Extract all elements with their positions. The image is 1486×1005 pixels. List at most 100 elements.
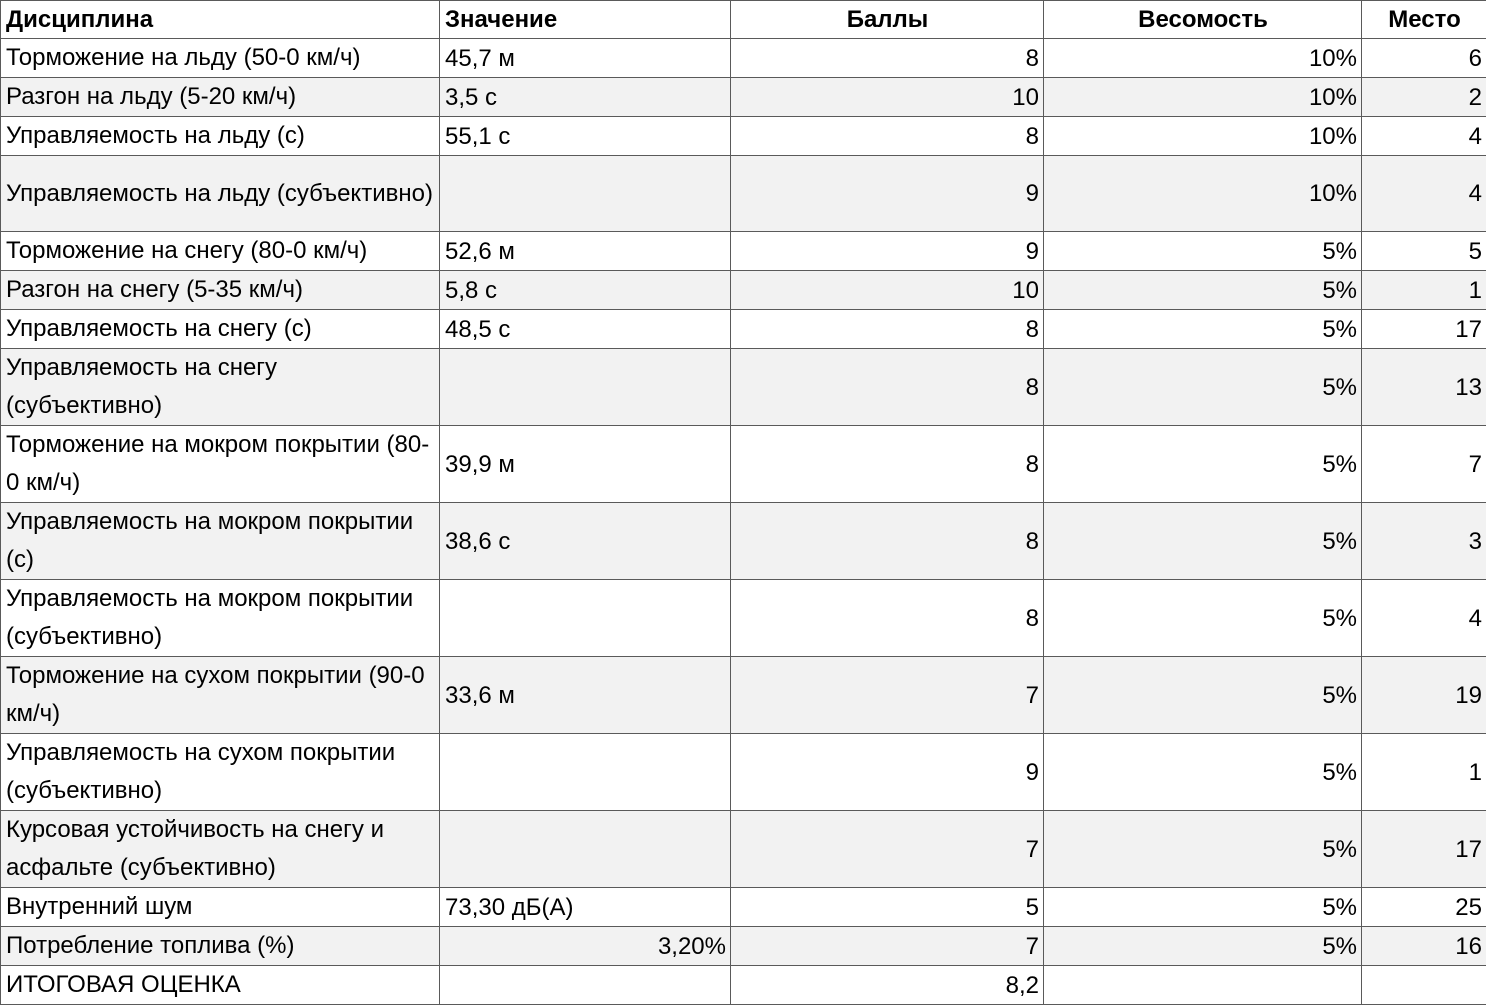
cell-place: 4	[1362, 580, 1486, 657]
cell-value: 3,5 с	[440, 78, 731, 117]
cell-total-label: ИТОГОВАЯ ОЦЕНКА	[1, 966, 440, 1005]
cell-weight	[1044, 966, 1362, 1005]
cell-points: 9	[731, 156, 1044, 232]
table-row: Управляемость на льду (субъективно) 9 10…	[1, 156, 1486, 232]
cell-discipline: Внутренний шум	[1, 888, 440, 927]
cell-place: 16	[1362, 927, 1486, 966]
cell-weight: 5%	[1044, 888, 1362, 927]
table-row: Управляемость на снегу (субъективно) 8 5…	[1, 349, 1486, 426]
cell-value: 52,6 м	[440, 232, 731, 271]
cell-points: 5	[731, 888, 1044, 927]
cell-weight: 10%	[1044, 78, 1362, 117]
cell-points: 10	[731, 271, 1044, 310]
cell-place: 1	[1362, 734, 1486, 811]
cell-discipline: Управляемость на мокром покрытии (с)	[1, 503, 440, 580]
header-points: Баллы	[731, 1, 1044, 39]
cell-value: 55,1 с	[440, 117, 731, 156]
table-row: Потребление топлива (%) 3,20% 7 5% 16	[1, 927, 1486, 966]
header-discipline: Дисциплина	[1, 1, 440, 39]
cell-points: 8	[731, 310, 1044, 349]
table-row: Разгон на льду (5-20 км/ч) 3,5 с 10 10% …	[1, 78, 1486, 117]
cell-weight: 5%	[1044, 426, 1362, 503]
cell-place: 17	[1362, 310, 1486, 349]
header-value: Значение	[440, 1, 731, 39]
cell-discipline: Управляемость на снегу (с)	[1, 310, 440, 349]
table-row: Управляемость на мокром покрытии (субъек…	[1, 580, 1486, 657]
cell-place	[1362, 966, 1486, 1005]
cell-discipline: Управляемость на мокром покрытии (субъек…	[1, 580, 440, 657]
cell-discipline: Управляемость на льду (субъективно)	[1, 156, 440, 232]
cell-value	[440, 156, 731, 232]
cell-points: 8	[731, 503, 1044, 580]
cell-place: 6	[1362, 39, 1486, 78]
cell-place: 13	[1362, 349, 1486, 426]
cell-discipline: Управляемость на сухом покрытии (субъект…	[1, 734, 440, 811]
cell-discipline: Разгон на снегу (5-35 км/ч)	[1, 271, 440, 310]
cell-place: 4	[1362, 156, 1486, 232]
cell-weight: 5%	[1044, 310, 1362, 349]
cell-value	[440, 811, 731, 888]
cell-points: 8	[731, 117, 1044, 156]
cell-discipline: Управляемость на льду (с)	[1, 117, 440, 156]
header-row: Дисциплина Значение Баллы Весомость Мест…	[1, 1, 1486, 39]
cell-discipline: Торможение на сухом покрытии (90-0 км/ч)	[1, 657, 440, 734]
header-place: Место	[1362, 1, 1486, 39]
cell-place: 1	[1362, 271, 1486, 310]
cell-place: 2	[1362, 78, 1486, 117]
cell-value: 5,8 с	[440, 271, 731, 310]
cell-points: 9	[731, 232, 1044, 271]
table-row: Управляемость на снегу (с) 48,5 с 8 5% 1…	[1, 310, 1486, 349]
cell-value: 39,9 м	[440, 426, 731, 503]
cell-value: 73,30 дБ(А)	[440, 888, 731, 927]
table-row: Курсовая устойчивость на снегу и асфальт…	[1, 811, 1486, 888]
cell-weight: 5%	[1044, 503, 1362, 580]
cell-weight: 5%	[1044, 349, 1362, 426]
total-row: ИТОГОВАЯ ОЦЕНКА 8,2	[1, 966, 1486, 1005]
cell-weight: 10%	[1044, 156, 1362, 232]
cell-place: 5	[1362, 232, 1486, 271]
cell-value: 48,5 с	[440, 310, 731, 349]
table-row: Управляемость на мокром покрытии (с) 38,…	[1, 503, 1486, 580]
cell-place: 25	[1362, 888, 1486, 927]
cell-value: 38,6 с	[440, 503, 731, 580]
cell-weight: 5%	[1044, 232, 1362, 271]
cell-discipline: Разгон на льду (5-20 км/ч)	[1, 78, 440, 117]
cell-weight: 5%	[1044, 734, 1362, 811]
cell-discipline: Курсовая устойчивость на снегу и асфальт…	[1, 811, 440, 888]
cell-points: 8	[731, 39, 1044, 78]
header-weight: Весомость	[1044, 1, 1362, 39]
cell-value: 3,20%	[440, 927, 731, 966]
cell-points: 8	[731, 580, 1044, 657]
table-row: Торможение на сухом покрытии (90-0 км/ч)…	[1, 657, 1486, 734]
cell-place: 4	[1362, 117, 1486, 156]
cell-weight: 5%	[1044, 927, 1362, 966]
cell-points: 8	[731, 349, 1044, 426]
table-row: Торможение на снегу (80-0 км/ч) 52,6 м 9…	[1, 232, 1486, 271]
cell-weight: 5%	[1044, 580, 1362, 657]
table-row: Управляемость на сухом покрытии (субъект…	[1, 734, 1486, 811]
cell-total-score: 8,2	[731, 966, 1044, 1005]
cell-discipline: Управляемость на снегу (субъективно)	[1, 349, 440, 426]
table-row: Торможение на льду (50-0 км/ч) 45,7 м 8 …	[1, 39, 1486, 78]
cell-points: 9	[731, 734, 1044, 811]
cell-value: 45,7 м	[440, 39, 731, 78]
table-row: Внутренний шум 73,30 дБ(А) 5 5% 25	[1, 888, 1486, 927]
cell-value	[440, 966, 731, 1005]
cell-discipline: Потребление топлива (%)	[1, 927, 440, 966]
cell-value	[440, 349, 731, 426]
cell-points: 10	[731, 78, 1044, 117]
cell-place: 7	[1362, 426, 1486, 503]
cell-value	[440, 580, 731, 657]
cell-points: 7	[731, 927, 1044, 966]
cell-points: 8	[731, 426, 1044, 503]
cell-weight: 5%	[1044, 811, 1362, 888]
cell-weight: 5%	[1044, 657, 1362, 734]
cell-points: 7	[731, 811, 1044, 888]
cell-discipline: Торможение на мокром покрытии (80-0 км/ч…	[1, 426, 440, 503]
cell-weight: 5%	[1044, 271, 1362, 310]
table-row: Управляемость на льду (с) 55,1 с 8 10% 4	[1, 117, 1486, 156]
table-row: Разгон на снегу (5-35 км/ч) 5,8 с 10 5% …	[1, 271, 1486, 310]
cell-place: 19	[1362, 657, 1486, 734]
cell-weight: 10%	[1044, 117, 1362, 156]
